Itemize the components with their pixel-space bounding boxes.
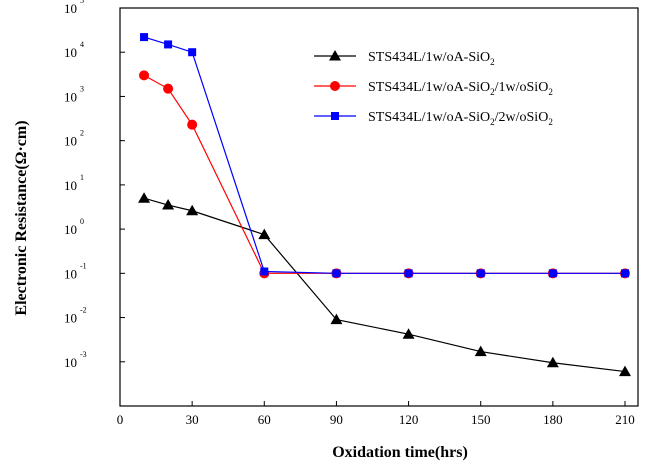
data-point — [139, 70, 150, 81]
y-tick-exponent: 1 — [80, 173, 84, 182]
x-axis-label: Oxidation time(hrs) — [332, 444, 468, 461]
legend: STS434L/1w/oA-SiO2 STS434L/1w/oA-SiO2/1w/… — [314, 50, 553, 127]
legend-item-1: STS434L/1w/oA-SiO2/1w/oSiO2 — [314, 80, 553, 97]
data-point — [476, 269, 485, 278]
y-tick-label: 10 — [64, 89, 77, 104]
y-tick-exponent: -2 — [80, 306, 87, 315]
series-0 — [138, 192, 631, 377]
y-tick-label: 10 — [64, 355, 77, 370]
series-line — [143, 197, 626, 373]
x-tick-label: 30 — [186, 412, 199, 427]
data-point — [164, 40, 173, 49]
y-tick-exponent: 4 — [80, 40, 84, 49]
data-point — [258, 228, 271, 240]
data-point — [260, 267, 269, 276]
data-point — [621, 269, 629, 278]
y-tick-label: 10 — [64, 222, 77, 237]
y-tick-label: 10 — [64, 266, 77, 281]
y-tick-exponent: -3 — [80, 350, 87, 359]
data-point — [402, 328, 415, 339]
data-point — [474, 345, 487, 357]
x-tick-label: 150 — [471, 412, 491, 427]
series-line — [143, 36, 625, 274]
data-point — [140, 33, 149, 42]
legend-item-0: STS434L/1w/oA-SiO2 — [314, 50, 495, 67]
data-point — [331, 112, 339, 120]
series-layer — [138, 33, 631, 377]
x-tick-label: 120 — [399, 412, 419, 427]
data-point — [548, 269, 557, 278]
y-tick-exponent: 2 — [80, 129, 84, 138]
data-point — [619, 365, 631, 377]
legend-label: STS434L/1w/oA-SiO2/2w/oSiO2 — [368, 110, 553, 127]
y-tick-label: 10 — [64, 1, 77, 16]
y-axis-label: Electronic Resistance(Ω·cm) — [13, 120, 30, 315]
plot-frame — [119, 7, 639, 407]
x-tick-label: 210 — [615, 412, 635, 427]
x-tick-label: 60 — [258, 412, 271, 427]
x-tick-label: 180 — [543, 412, 563, 427]
y-tick-exponent: -1 — [80, 261, 87, 270]
y-tick-label: 10 — [64, 134, 77, 149]
legend-label: STS434L/1w/oA-SiO2 — [368, 50, 495, 67]
y-tick-label: 10 — [64, 311, 77, 326]
y-tick-label: 10 — [64, 178, 77, 193]
data-point — [404, 269, 413, 278]
data-point — [188, 48, 197, 57]
data-point — [332, 269, 341, 278]
series-1 — [139, 70, 630, 279]
data-point — [187, 119, 198, 130]
data-point — [329, 50, 341, 61]
y-tick-label: 10 — [64, 45, 77, 60]
x-tick-label: 0 — [117, 412, 124, 427]
legend-label: STS434L/1w/oA-SiO2/1w/oSiO2 — [368, 80, 553, 97]
data-point — [138, 192, 151, 203]
y-tick-exponent: 3 — [80, 84, 84, 93]
data-point — [330, 313, 343, 325]
series-2 — [140, 33, 629, 278]
data-point — [186, 204, 199, 216]
legend-item-2: STS434L/1w/oA-SiO2/2w/oSiO2 — [314, 110, 553, 127]
x-tick-label: 90 — [330, 412, 343, 427]
plot-border — [119, 7, 639, 407]
data-point — [163, 83, 174, 94]
data-point — [546, 356, 559, 368]
y-tick-exponent: 5 — [80, 0, 84, 5]
x-axis-ticks: 0 30 60 90 120 150 180 210 — [117, 401, 635, 427]
series-line — [143, 74, 625, 274]
data-point — [330, 81, 340, 91]
y-tick-exponent: 0 — [80, 217, 84, 226]
data-point — [162, 199, 175, 210]
